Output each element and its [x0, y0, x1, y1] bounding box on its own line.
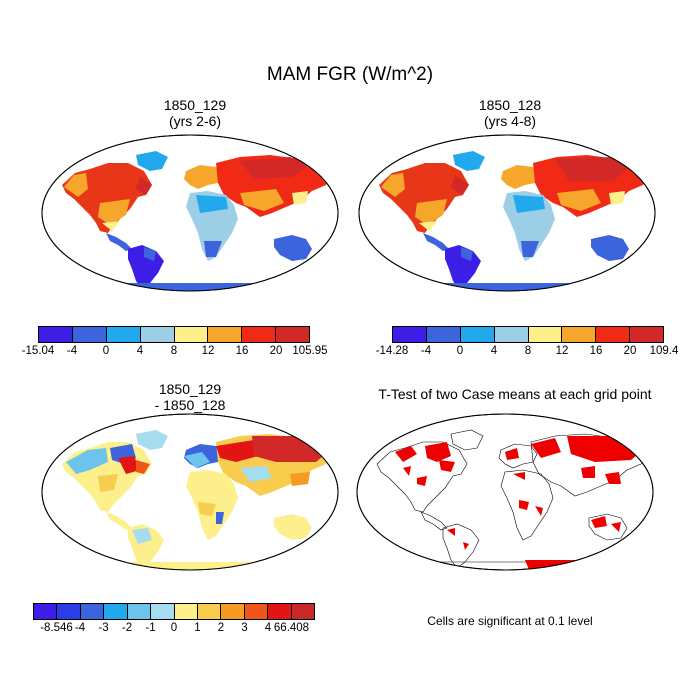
colorbar-tick-label: 12: [201, 345, 215, 357]
colorbar-tick-label: -1: [145, 622, 156, 634]
colorbar-swatch: [140, 327, 175, 342]
panel-case2-title-line2: (yrs 4-8): [483, 113, 537, 129]
colorbar-swatch: [291, 604, 315, 619]
panel-case1-title: 1850_129 (yrs 2-6): [40, 97, 350, 129]
panel-case1-title-line2: (yrs 2-6): [168, 113, 222, 129]
colorbar-tick-label: 66.408: [273, 622, 310, 634]
colorbar-swatch: [393, 327, 427, 342]
panel-difference-title-line1: 1850_129: [158, 381, 222, 397]
colorbar-swatch: [34, 604, 58, 619]
colorbar-tick-label: 4: [136, 345, 144, 357]
map-case2: [358, 134, 656, 292]
colorbar-tick-label: 2: [217, 622, 225, 634]
colorbar-tick-label: 16: [235, 345, 249, 357]
colorbar-swatch: [174, 604, 198, 619]
colorbar-tick-label: 0: [456, 345, 464, 357]
colorbar-swatch: [460, 327, 495, 342]
colorbar-swatch: [39, 327, 73, 342]
colorbar-tick-label: -4: [420, 345, 432, 357]
colorbar-swatch: [268, 604, 292, 619]
colorbar-tick-label: 4: [264, 622, 272, 634]
colorbar-tick-label: -8.546: [40, 622, 73, 634]
colorbar-swatch: [151, 604, 175, 619]
colorbar-tick-label: 12: [555, 345, 569, 357]
colorbar-tick-label: -4: [66, 345, 78, 357]
panel-case2-title: 1850_128 (yrs 4-8): [360, 97, 660, 129]
colorbar-tick-label: 8: [170, 345, 178, 357]
colorbar-tick-label: 105.95: [292, 345, 328, 357]
colorbar-case2: [392, 326, 664, 343]
panel-ttest-title: T-Test of two Case means at each grid po…: [345, 386, 685, 402]
panel-difference-title-line2: - 1850_128: [154, 397, 226, 413]
colorbar-swatch: [596, 327, 631, 342]
colorbar-swatch: [630, 327, 663, 342]
significance-note: Cells are significant at 0.1 level: [427, 614, 593, 628]
colorbar-swatch: [57, 604, 81, 619]
colorbar-swatch: [106, 327, 141, 342]
colorbar-tick-label: 1: [194, 622, 201, 634]
colorbar-tick-label: 4: [490, 345, 498, 357]
colorbar-swatch: [208, 327, 243, 342]
figure-title: MAM FGR (W/m^2): [266, 64, 434, 85]
panel-case1-title-line1: 1850_129: [163, 97, 227, 113]
colorbar-swatch: [127, 604, 152, 619]
map-difference: [41, 413, 339, 571]
colorbar-case2-labels: -14.28 -4 0 4 8 12 16 20 109.4: [376, 345, 679, 361]
colorbar-swatch: [276, 327, 309, 342]
colorbar-tick-label: 3: [241, 622, 248, 634]
colorbar-tick-label: -4: [74, 622, 86, 634]
colorbar-tick-label: -3: [98, 622, 109, 634]
colorbar-swatch: [244, 604, 269, 619]
colorbar-swatch: [221, 604, 245, 619]
colorbar-swatch: [197, 604, 222, 619]
colorbar-case1-labels: -15.04 -4 0 4 8 12 16 20 105.95: [22, 345, 328, 361]
colorbar-tick-label: 0: [102, 345, 110, 357]
colorbar-swatch: [72, 327, 107, 342]
colorbar-swatch: [426, 327, 461, 342]
colorbar-tick-label: 109.4: [649, 345, 679, 357]
panel-case2-title-line1: 1850_128: [478, 97, 542, 113]
panel-difference-title: 1850_129 - 1850_128: [40, 381, 340, 413]
map-ttest: [356, 413, 654, 571]
colorbar-tick-label: 20: [269, 345, 283, 357]
colorbar-difference-labels: -8.546 -4 -3 -2 -1 0 1 2 3 4 66.408: [33, 622, 315, 638]
colorbar-tick-label: -14.28: [375, 345, 409, 357]
colorbar-swatch: [562, 327, 597, 342]
map-case1: [41, 134, 339, 292]
colorbar-tick-label: -15.04: [21, 345, 55, 357]
colorbar-swatch: [104, 604, 128, 619]
colorbar-case1: [38, 326, 310, 343]
colorbar-swatch: [174, 327, 209, 342]
colorbar-tick-label: 8: [524, 345, 532, 357]
colorbar-tick-label: 16: [589, 345, 603, 357]
colorbar-tick-label: 0: [170, 622, 178, 634]
colorbar-swatch: [242, 327, 277, 342]
colorbar-swatch: [494, 327, 529, 342]
colorbar-swatch: [528, 327, 563, 342]
colorbar-tick-label: -2: [121, 622, 133, 634]
colorbar-tick-label: 20: [623, 345, 637, 357]
panel-ttest-title-line1: T-Test of two Case means at each grid po…: [378, 386, 652, 402]
colorbar-swatch: [80, 604, 105, 619]
colorbar-difference: [33, 603, 315, 620]
